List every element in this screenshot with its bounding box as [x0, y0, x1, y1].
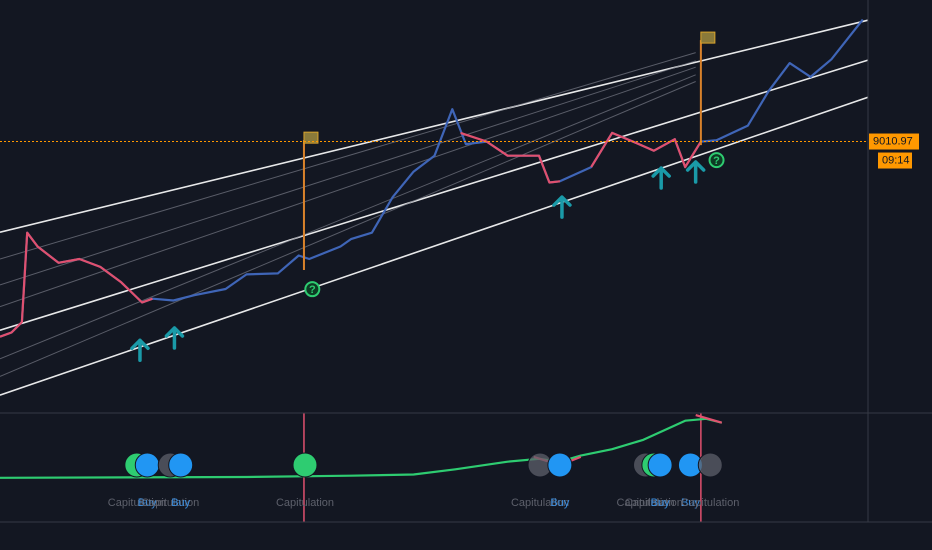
countdown-label: 09:14 — [882, 154, 910, 166]
price-line — [460, 131, 561, 184]
annotation-badge — [304, 281, 321, 298]
signal-marker — [547, 452, 573, 478]
signal-label: Buy — [550, 497, 569, 509]
buy-arrow — [651, 166, 671, 190]
channel-line — [0, 52, 696, 260]
signal-label: Capitulation — [625, 497, 683, 509]
buy-arrow — [552, 195, 572, 219]
flag — [700, 31, 716, 44]
signal-marker — [647, 452, 673, 478]
buy-arrow — [164, 326, 185, 350]
signal-marker — [292, 452, 318, 478]
plot: ?? — [0, 18, 869, 396]
price-line — [590, 131, 702, 169]
channel-line — [0, 74, 696, 360]
last-price-box — [869, 133, 919, 150]
channel-line — [0, 60, 696, 286]
signal-label: Buy — [138, 497, 157, 509]
axes: 9010.97 09:14 — [869, 133, 919, 169]
signal-marker — [697, 452, 723, 478]
buy-arrow — [130, 338, 150, 363]
flag — [303, 131, 319, 144]
signal-marker — [168, 452, 194, 478]
price-line — [0, 231, 153, 338]
signal-label: Capitulation — [276, 497, 334, 509]
channel-line — [0, 59, 869, 331]
signal-label: Capitulation — [511, 497, 569, 509]
channel-line — [0, 81, 696, 377]
signal-label: Capitulation — [141, 497, 199, 509]
signal-label: Buy — [171, 497, 190, 509]
indicator-line — [695, 414, 723, 424]
signal-label: Capitulation — [108, 497, 166, 509]
buy-arrow — [685, 160, 706, 184]
signal-marker — [134, 452, 160, 478]
last-price-label: 9010.97 — [873, 135, 913, 147]
countdown-box — [878, 152, 912, 169]
annotation-label: ? — [713, 155, 720, 167]
signal-label: Buy — [681, 497, 700, 509]
signal-label: Buy — [651, 497, 670, 509]
channel-line — [0, 19, 869, 233]
signal-label: Capitulation — [616, 497, 674, 509]
annotation-label: ? — [309, 284, 316, 296]
annotation-badge — [708, 152, 725, 169]
channel-line — [0, 66, 696, 308]
signal-label: Capitulation — [681, 497, 739, 509]
